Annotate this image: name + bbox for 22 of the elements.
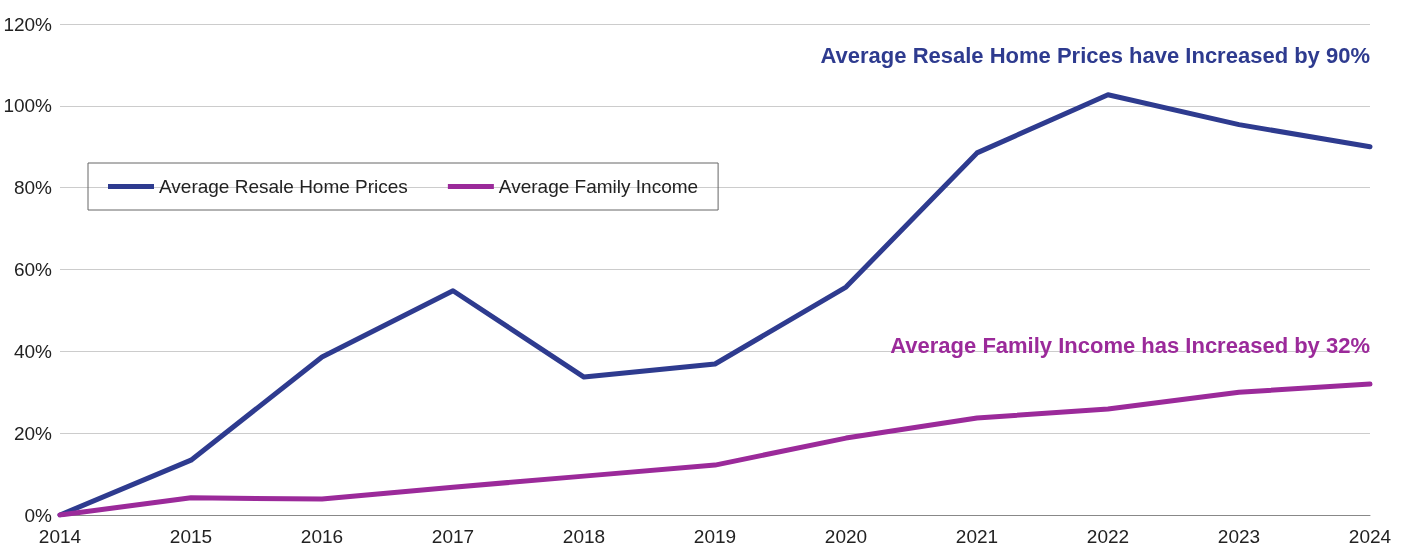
- y-tick-label: 20%: [13, 422, 53, 444]
- legend-label: Average Resale Home Prices: [159, 176, 408, 197]
- x-tick-label: 2023: [1217, 526, 1261, 547]
- annotation: Average Resale Home Prices have Increased by 90%: [820, 43, 1370, 69]
- y-tick-label: 40%: [13, 340, 53, 362]
- y-tick-label: 0%: [24, 504, 53, 526]
- x-tick-label: 2016: [300, 526, 344, 547]
- x-tick-label: 2015: [169, 526, 213, 547]
- y-tick-label: 80%: [13, 177, 53, 199]
- annotation: Average Family Income has Increased by 32%: [890, 332, 1370, 358]
- x-tick-label: 2017: [431, 526, 475, 547]
- y-tick-label: 60%: [13, 259, 53, 280]
- x-tick-label: 2020: [824, 526, 868, 547]
- x-tick-label: 2021: [955, 526, 999, 547]
- x-tick-label: 2022: [1086, 526, 1130, 547]
- x-tick-label: 2018: [562, 526, 606, 547]
- y-tick-label: 100%: [3, 95, 53, 117]
- x-tick-label: 2024: [1348, 526, 1392, 547]
- y-tick-label: 120%: [3, 13, 53, 35]
- legend-label: Average Family Income: [498, 176, 699, 197]
- x-tick-label: 2014: [38, 526, 82, 547]
- x-tick-label: 2019: [693, 526, 737, 547]
